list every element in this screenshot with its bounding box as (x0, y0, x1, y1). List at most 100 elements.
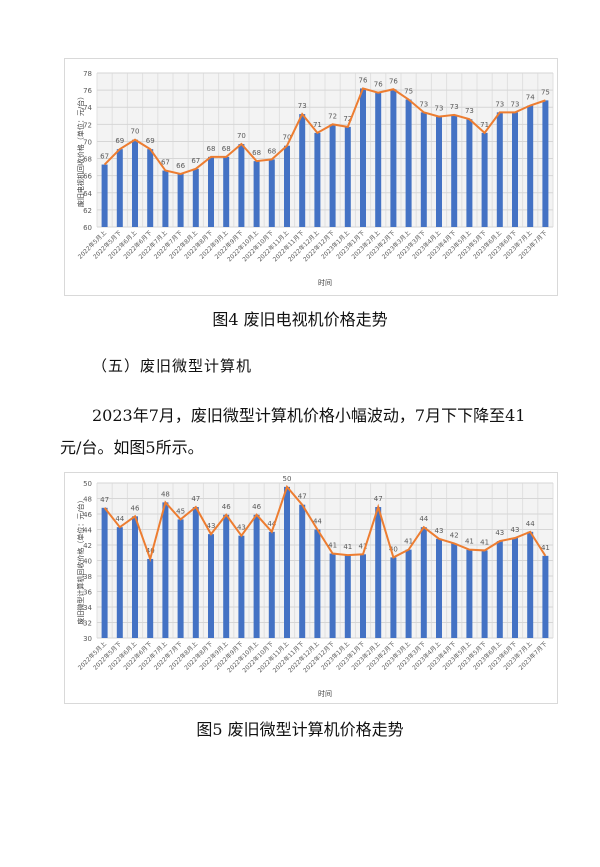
data-label: 67 (161, 159, 170, 167)
data-label: 48 (161, 490, 170, 498)
x-axis-title: 时间 (318, 689, 332, 698)
bar (481, 132, 488, 227)
data-label: 74 (526, 94, 535, 102)
pc-price-chart-svg: 3032343638404244464850472022年5月上442022年5… (76, 475, 554, 698)
data-label: 41 (480, 538, 489, 546)
bar (116, 527, 123, 638)
y-axis-title: 废旧电视机回收价格（单位：元/台） (76, 93, 85, 207)
bar (329, 124, 336, 227)
data-label: 70 (283, 134, 292, 142)
data-label: 43 (207, 522, 216, 530)
bar (496, 541, 503, 638)
data-label: 43 (435, 527, 444, 535)
bar (162, 502, 169, 638)
y-tick-label: 48 (83, 496, 92, 504)
data-label: 44 (313, 518, 322, 526)
data-label: 71 (480, 121, 489, 129)
y-tick-label: 62 (83, 207, 92, 215)
y-tick-label: 70 (83, 138, 92, 146)
data-label: 68 (207, 145, 216, 153)
y-tick-label: 72 (83, 121, 92, 129)
bar (223, 514, 230, 638)
data-label: 47 (191, 495, 200, 503)
data-label: 40 (389, 545, 398, 553)
bar (360, 554, 366, 638)
data-label: 43 (237, 524, 246, 532)
data-label: 73 (495, 100, 504, 108)
data-label: 41 (404, 538, 413, 546)
bar (314, 132, 321, 227)
y-tick-label: 74 (83, 104, 92, 112)
data-label: 76 (374, 81, 383, 89)
data-label: 72 (343, 115, 352, 123)
y-tick-label: 46 (83, 511, 92, 519)
data-label: 50 (283, 475, 292, 483)
bar (268, 159, 275, 227)
trend-line (103, 484, 547, 563)
bar (375, 507, 382, 638)
data-label: 46 (222, 503, 231, 511)
data-label: 41 (343, 543, 352, 551)
data-label: 73 (465, 107, 474, 115)
bar (253, 514, 260, 638)
data-label: 47 (298, 493, 307, 501)
bar (208, 156, 214, 227)
paragraph: 2023年7月，废旧微型计算机价格小幅波动，7月下下降至41元/台。如图5所示。 (60, 406, 526, 457)
data-label: 76 (389, 77, 398, 85)
data-label: 73 (450, 103, 459, 111)
bar (466, 119, 473, 227)
bar (466, 549, 473, 638)
bar (420, 527, 427, 638)
bar (116, 149, 123, 227)
y-tick-label: 36 (83, 589, 92, 597)
data-label: 44 (526, 520, 535, 528)
bar (542, 100, 549, 227)
y-tick-label: 30 (83, 635, 92, 643)
data-label: 42 (450, 531, 459, 539)
y-tick-label: 68 (83, 156, 92, 164)
bar (390, 89, 397, 227)
bar (132, 139, 138, 227)
bar (451, 114, 458, 227)
bar (329, 553, 336, 638)
bar (238, 144, 245, 227)
data-label: 73 (419, 100, 428, 108)
data-label: 40 (146, 547, 155, 555)
bar (360, 88, 366, 228)
tv-price-chart: 60 62 64 66 68 70 72 74 76 78 67 2022年5月上 69 2022年5月下… (64, 58, 558, 296)
bar (299, 114, 306, 227)
data-label: 47 (374, 495, 383, 503)
data-label: 76 (359, 76, 368, 84)
bar (101, 507, 108, 638)
data-label: 72 (328, 112, 337, 120)
y-tick-label: 34 (83, 604, 92, 612)
data-label: 70 (237, 132, 246, 140)
trend-line (103, 87, 546, 175)
tv-price-chart-svg: 60626466687072747678672022年5月上692022年5月下… (76, 70, 554, 287)
bar (481, 550, 488, 638)
data-label: 75 (404, 88, 413, 96)
data-label: 41 (541, 544, 550, 552)
figure5-caption: 图5 废旧微型计算机价格走势 (196, 720, 404, 739)
y-tick-label: 50 (83, 480, 92, 488)
data-label: 67 (191, 157, 200, 165)
data-label: 44 (115, 515, 124, 523)
bar (405, 99, 412, 227)
bar (390, 557, 397, 638)
bar (344, 555, 351, 638)
y-tick-label: 38 (83, 573, 92, 581)
bar (299, 504, 306, 638)
bar (192, 507, 199, 638)
bar (344, 126, 351, 227)
data-label: 41 (359, 542, 368, 550)
bar (542, 555, 549, 638)
bar (314, 529, 321, 638)
y-tick-label: 60 (83, 224, 92, 232)
bar (253, 161, 260, 227)
data-label: 70 (131, 128, 140, 136)
y-tick-label: 66 (83, 173, 92, 181)
data-label: 73 (298, 102, 307, 110)
bar (436, 538, 442, 638)
data-label: 66 (176, 162, 185, 170)
data-label: 73 (511, 100, 520, 108)
